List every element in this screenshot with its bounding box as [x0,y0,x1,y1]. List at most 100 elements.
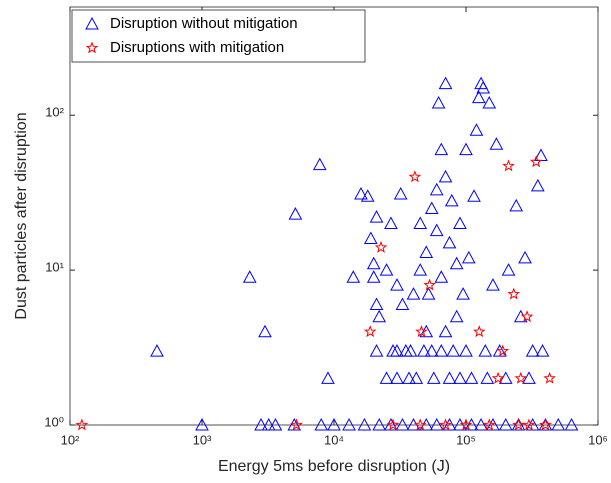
x-tick-label: 10⁴ [324,432,344,447]
point [434,270,449,283]
legend-marker [85,16,99,30]
point [522,418,536,431]
point [395,417,410,431]
point [498,371,513,384]
y-tick-label: 10² [45,105,64,120]
legend-marker [85,41,99,54]
point [150,344,164,357]
point [474,417,488,431]
point [287,417,302,431]
point [543,371,556,384]
point [366,256,381,270]
point [312,157,327,171]
point [429,417,444,431]
point [384,417,398,431]
point [369,297,384,310]
point [384,216,398,230]
point [363,231,378,245]
legend-box [71,9,366,63]
point [520,310,534,323]
y-tick-label: 10⁰ [44,414,64,429]
point [369,210,384,223]
point [417,344,431,357]
point [409,371,424,384]
point [258,324,272,338]
point [564,417,579,431]
point [379,371,394,384]
legend-label: Disruptions with mitigation [110,39,284,56]
point [390,278,404,291]
point [507,287,521,300]
point [366,270,381,283]
point [314,417,329,431]
point [372,309,387,323]
point [408,170,422,183]
point [535,344,550,357]
point [529,155,543,168]
point [406,287,421,300]
point [453,216,467,230]
point [551,417,566,431]
point [439,418,452,431]
point [360,189,375,202]
point [321,371,335,384]
point [491,371,505,384]
point [195,417,209,431]
point [402,371,416,384]
x-tick-label: 10⁵ [456,432,476,447]
point [472,325,486,338]
point [449,309,464,323]
point [438,76,453,90]
point [342,417,356,431]
point [413,263,428,276]
point [419,324,434,338]
point [476,80,491,94]
point [290,418,303,431]
point [486,278,500,291]
point [459,142,473,156]
point [374,240,388,253]
point [268,417,283,431]
point [242,270,257,283]
point [456,287,470,300]
point [442,371,457,384]
point [372,417,387,431]
point [421,287,436,300]
point [522,371,536,384]
x-tick-label: 10³ [193,432,212,447]
legend-label: Disruption without mitigation [110,15,298,32]
point [461,250,476,264]
point [354,186,368,200]
point [424,201,439,214]
x-axis-title: Energy 5ms before disruption (J) [218,458,450,475]
point [429,182,444,196]
point [363,325,377,338]
point [390,344,404,357]
point [403,344,418,357]
point [530,178,545,192]
point [498,417,513,431]
point [369,344,384,357]
point [438,169,453,183]
point [449,256,464,270]
point [482,95,497,109]
point [413,216,428,230]
point [434,344,449,357]
point [489,137,504,150]
point [539,418,552,431]
point [512,418,525,431]
y-axis-title: Dust particles after disruption [13,112,30,319]
point [492,344,507,357]
point [393,186,408,200]
legend: Disruption without mitigation Disruptions… [71,9,366,63]
point [75,418,89,431]
point [386,418,400,431]
point [464,371,479,384]
point [446,344,461,357]
point [438,324,453,338]
point [379,263,394,276]
y-tick-label: 10¹ [45,260,64,275]
plot-area [69,6,599,426]
point [327,417,341,431]
